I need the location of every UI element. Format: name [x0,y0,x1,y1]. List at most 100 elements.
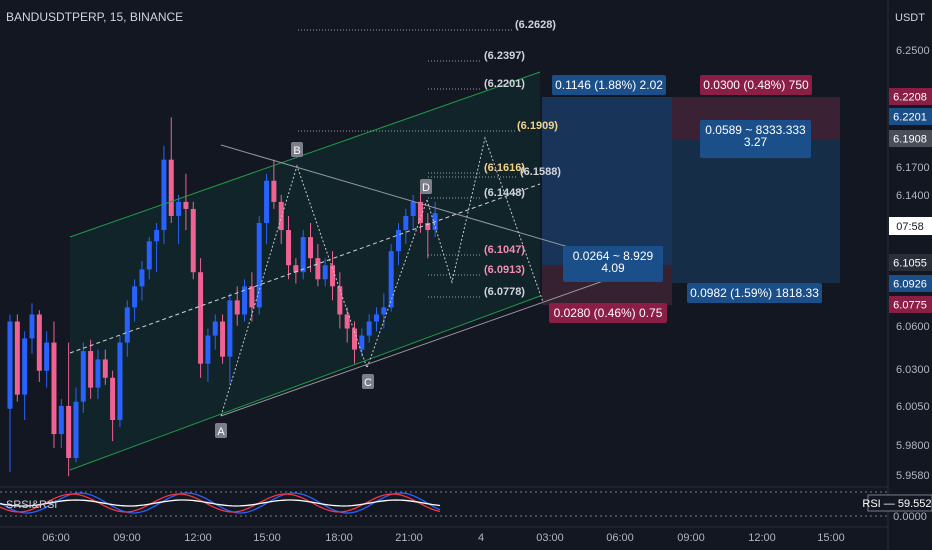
candle[interactable] [315,244,321,287]
candle[interactable] [403,208,409,245]
candle[interactable] [220,314,226,364]
candle[interactable] [7,314,13,473]
candle[interactable] [337,272,343,329]
candle[interactable] [352,321,358,364]
candle[interactable] [88,339,94,399]
candle[interactable] [190,201,196,280]
long-stop-label[interactable]: 0.0280 (0.46%) 0.75 [549,303,667,323]
time-tick: 12:00 [184,532,212,544]
short-stop-label-text: 0.0982 (1.59%) 1818.33 [690,286,819,300]
candle[interactable] [330,251,336,301]
candle[interactable] [374,307,379,332]
fib-label: (6.0778) [484,286,525,298]
candle[interactable] [161,145,167,245]
rsi-value-bg [867,494,932,512]
candle[interactable] [322,258,328,287]
fib-label: (6.1588) [520,166,561,178]
candle-body [337,286,343,315]
candle[interactable] [102,349,108,385]
candle[interactable] [58,398,64,449]
candle[interactable] [366,314,372,343]
candle-body [242,286,248,315]
time-tick: 12:00 [748,532,776,544]
candle[interactable] [198,258,204,378]
candle[interactable] [227,293,233,385]
candle[interactable] [395,222,401,266]
price-axis-label-text: 6.0926 [893,279,927,291]
candle[interactable] [212,314,218,350]
long-stop-label-bg [549,303,667,323]
candle[interactable] [205,328,211,382]
candle[interactable] [264,173,270,245]
candle[interactable] [36,310,42,382]
candle-body [190,208,196,273]
candle[interactable] [139,260,145,301]
candle[interactable] [168,117,174,223]
point-d-label: D [420,179,432,194]
candle-body [183,201,189,209]
candle[interactable] [271,159,277,209]
candle[interactable] [359,328,365,357]
candle[interactable] [14,314,20,402]
time-tick: 06:00 [42,532,70,544]
candle[interactable] [146,237,152,280]
candle[interactable] [124,300,130,357]
candle[interactable] [249,272,255,322]
candle[interactable] [44,331,50,388]
candle[interactable] [256,215,262,315]
price-axis-label: 6.2201 [889,108,932,125]
long-center-label-text-1: 4.09 [601,261,625,275]
long-target-label[interactable]: 0.1146 (1.88%) 2.02 [552,75,666,95]
candle[interactable] [95,349,101,399]
short-center-label-bg [700,120,811,158]
candle-body [234,300,240,315]
time-tick: 06:00 [606,532,634,544]
candle[interactable] [176,194,182,245]
candle[interactable] [388,244,394,312]
candle[interactable] [22,331,28,420]
price-axis-label-text: 6.2208 [893,92,927,104]
candle-body [278,201,284,231]
candle-body [146,241,152,270]
time-tick: 09:00 [677,532,705,544]
candle-body [322,265,328,280]
short-center-label-text-0: 0.0589 ~ 8333.333 [705,123,806,137]
price-axis-label: 6.2208 [889,88,932,105]
candle[interactable] [73,387,79,463]
candle[interactable] [183,173,189,231]
long-center-label-bg [563,246,663,282]
candle[interactable] [110,370,116,442]
fib-level: (6.1448) [428,187,525,199]
price-tick: 6.0050 [896,401,930,413]
point-label-text: D [422,182,430,194]
candle-body [366,321,372,336]
candle[interactable] [66,342,72,477]
candle-body [344,314,350,329]
candle[interactable] [242,279,248,322]
short-target-label[interactable]: 0.0300 (0.48%) 750 [700,75,812,95]
candle[interactable] [293,258,299,284]
candle[interactable] [381,293,387,329]
candle[interactable] [300,230,306,280]
time-tick: 15:00 [817,532,845,544]
candle[interactable] [417,190,423,233]
candle[interactable] [410,194,416,231]
candle[interactable] [51,321,57,449]
candle[interactable] [286,215,292,280]
candle[interactable] [29,303,35,354]
candle[interactable] [154,222,160,273]
fib-level: (6.1909) [298,120,558,132]
candle[interactable] [425,213,431,259]
short-stop-label[interactable]: 0.0982 (1.59%) 1818.33 [687,283,822,303]
candle-body [286,230,292,266]
candle[interactable] [80,342,86,413]
candle[interactable] [132,279,138,322]
candle[interactable] [117,335,123,428]
candle[interactable] [344,307,350,343]
candle-body [388,251,394,308]
candle[interactable] [308,222,314,273]
candle-body [58,405,64,435]
